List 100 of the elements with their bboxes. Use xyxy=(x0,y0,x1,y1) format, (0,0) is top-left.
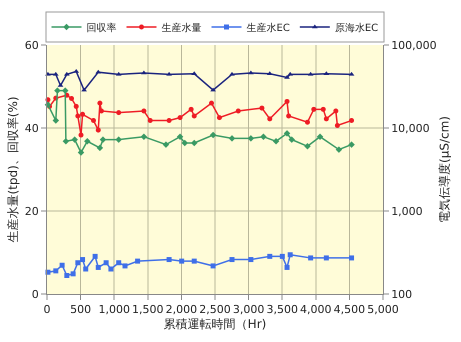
point xyxy=(62,138,70,145)
point xyxy=(64,273,70,278)
point xyxy=(96,264,101,270)
point xyxy=(284,264,290,270)
point xyxy=(190,140,198,146)
point xyxy=(288,136,295,143)
point xyxy=(166,72,172,76)
point xyxy=(75,260,80,266)
x-tick-label: 4,000 xyxy=(300,303,332,316)
point xyxy=(324,116,329,122)
point xyxy=(96,128,101,133)
point xyxy=(80,112,86,117)
point xyxy=(267,254,272,259)
point xyxy=(74,104,79,109)
point xyxy=(97,100,102,106)
point xyxy=(324,255,329,260)
point xyxy=(308,255,314,260)
legend-label: 生産水量 xyxy=(162,22,202,34)
y-axis-title: 生産水量(tpd)、回収率(%) xyxy=(6,96,20,243)
point xyxy=(178,115,183,120)
point xyxy=(260,133,267,140)
point xyxy=(122,263,128,268)
point xyxy=(349,255,354,260)
point xyxy=(267,116,272,122)
point xyxy=(284,98,290,104)
point xyxy=(333,108,338,114)
point xyxy=(272,138,280,145)
point xyxy=(62,87,68,94)
point xyxy=(182,140,188,146)
y-tick-label: 40 xyxy=(24,122,39,135)
point xyxy=(348,72,354,76)
point xyxy=(162,141,170,148)
point xyxy=(236,108,241,114)
point xyxy=(210,263,216,268)
point xyxy=(53,268,58,274)
point xyxy=(92,254,98,259)
point xyxy=(166,257,172,262)
point xyxy=(148,118,153,124)
y-tick-label: 0 xyxy=(32,288,39,301)
legend-label: 原海水EC xyxy=(334,22,378,34)
point xyxy=(116,110,122,116)
point xyxy=(91,118,96,124)
point xyxy=(70,271,76,276)
x-tick-label: 3,500 xyxy=(266,303,298,316)
point xyxy=(210,132,216,138)
y2-tick-label: 10,000 xyxy=(391,122,430,135)
point xyxy=(348,141,355,148)
point xyxy=(349,118,354,124)
legend-label: 生産水EC xyxy=(246,22,290,34)
point xyxy=(216,115,222,120)
x-tick-label: 5,000 xyxy=(367,303,399,316)
y2-tick-label: 100,000 xyxy=(391,38,437,52)
x-tick-label: 4,500 xyxy=(334,303,366,316)
x-tick-label: 3,000 xyxy=(232,303,264,316)
point xyxy=(334,123,340,128)
point xyxy=(248,257,254,262)
point xyxy=(83,266,88,272)
point xyxy=(166,118,172,124)
y-tick-label: 60 xyxy=(24,38,39,52)
point xyxy=(104,260,109,266)
x-tick-label: 500 xyxy=(70,303,92,316)
point xyxy=(80,257,86,262)
point xyxy=(140,133,148,140)
point xyxy=(228,135,236,142)
point xyxy=(288,252,293,258)
y2-axis-title: 電気伝導度(μS/cm) xyxy=(438,116,452,223)
y2-tick-label: 1,000 xyxy=(391,204,423,218)
y-tick-label: 20 xyxy=(24,204,39,218)
x-tick-label: 1,500 xyxy=(132,303,164,316)
point xyxy=(115,136,122,143)
point xyxy=(320,106,326,112)
point xyxy=(116,260,122,266)
point xyxy=(78,132,84,138)
point xyxy=(141,108,146,114)
point xyxy=(78,149,84,156)
point xyxy=(286,113,292,118)
point xyxy=(84,138,91,145)
point xyxy=(108,266,114,272)
point xyxy=(248,135,254,142)
x-tick-label: 2,500 xyxy=(199,303,231,316)
point xyxy=(304,120,310,125)
point xyxy=(52,117,60,124)
point xyxy=(176,133,184,140)
point xyxy=(75,113,80,118)
x-tick-label: 1,000 xyxy=(98,303,130,316)
point xyxy=(316,133,324,140)
point xyxy=(54,87,61,94)
point xyxy=(192,258,197,264)
point xyxy=(135,258,140,264)
point xyxy=(96,144,104,152)
point xyxy=(69,96,74,102)
x-tick-label: 0 xyxy=(44,303,50,316)
point xyxy=(284,130,290,137)
y2-tick-label: 100 xyxy=(391,288,412,301)
point xyxy=(336,146,342,153)
point xyxy=(71,136,78,143)
point xyxy=(259,106,264,111)
x-tick-label: 2,000 xyxy=(166,303,198,316)
legend-label: 回収率 xyxy=(86,22,116,34)
point xyxy=(304,143,311,150)
